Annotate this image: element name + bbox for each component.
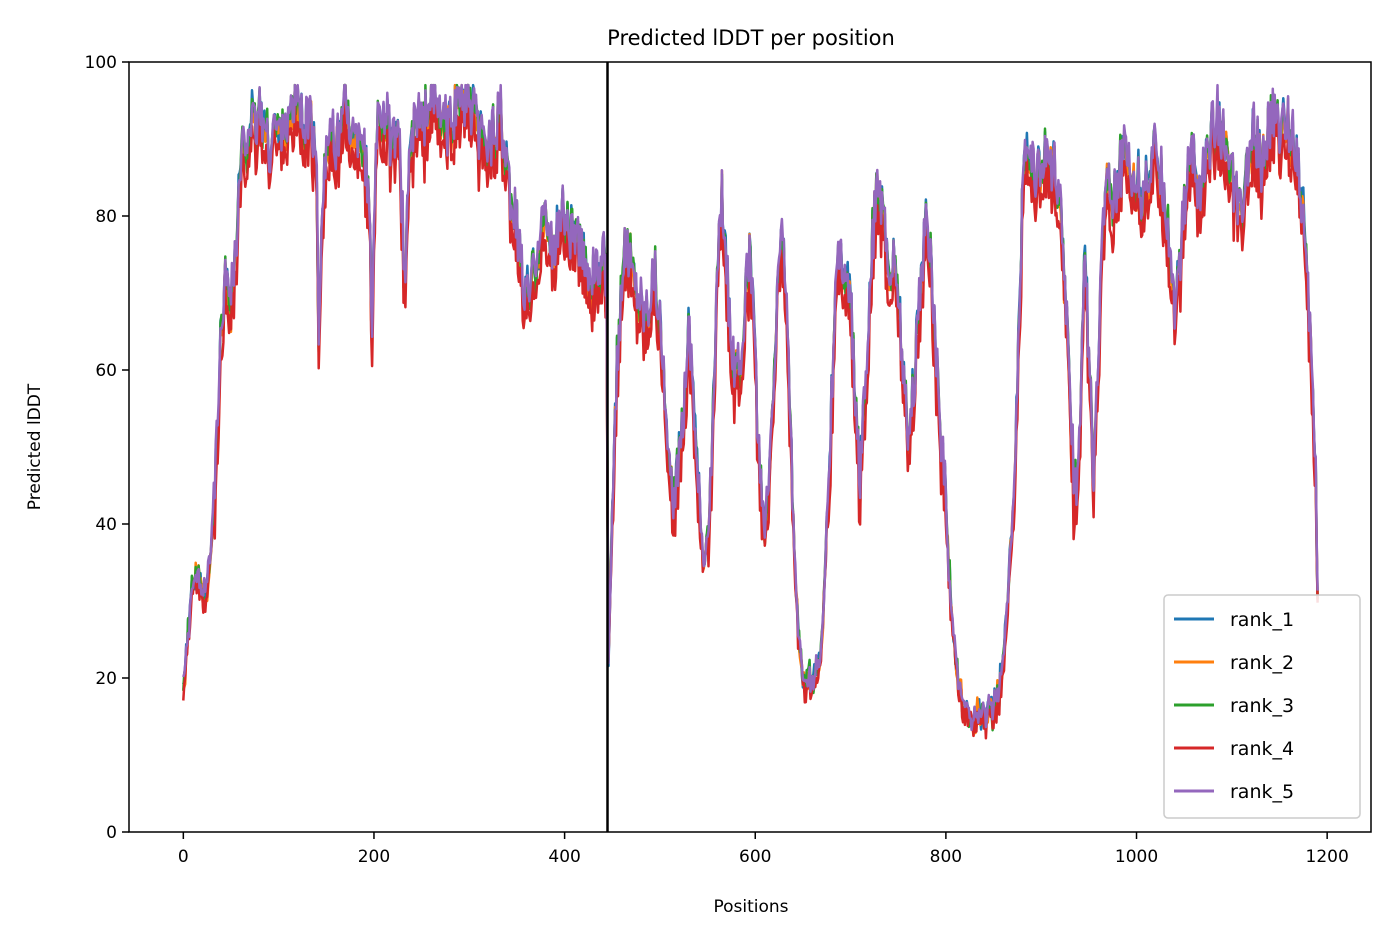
x-tick-label: 1000 — [1115, 847, 1158, 867]
y-tick-label: 80 — [95, 207, 117, 227]
x-tick-label: 800 — [930, 847, 962, 867]
legend-label-rank_2: rank_2 — [1230, 652, 1294, 674]
legend-box — [1163, 594, 1361, 819]
x-axis-label: Positions — [713, 897, 788, 917]
series-line-rank_5 — [182, 83, 1319, 732]
y-tick-label: 20 — [95, 669, 117, 689]
y-tick-label: 40 — [95, 515, 117, 535]
series-layer — [182, 83, 1319, 740]
legend-label-rank_5: rank_5 — [1230, 781, 1294, 803]
x-tick-label: 600 — [739, 847, 771, 867]
plot-area — [128, 61, 1372, 833]
legend-label-rank_4: rank_4 — [1230, 738, 1294, 760]
legend-label-rank_3: rank_3 — [1230, 695, 1294, 717]
x-tick-label: 1200 — [1306, 847, 1349, 867]
legend: rank_1 rank_2 rank_3 rank_4 rank_5 — [1163, 594, 1361, 819]
y-axis-label: Predicted lDDT — [25, 383, 45, 510]
y-tick-label: 0 — [106, 823, 117, 843]
x-tick-label: 0 — [178, 847, 189, 867]
y-tick-label: 60 — [95, 361, 117, 381]
x-axis: 0 200 400 600 800 1000 1200 — [178, 832, 1349, 867]
y-tick-label: 100 — [85, 53, 117, 73]
x-tick-label: 400 — [548, 847, 580, 867]
x-tick-label: 200 — [358, 847, 390, 867]
legend-label-rank_1: rank_1 — [1230, 609, 1294, 631]
y-axis: 0 20 40 60 80 100 — [85, 53, 129, 843]
chart-title: Predicted lDDT per position — [607, 26, 895, 50]
plot-frame — [128, 61, 1372, 833]
